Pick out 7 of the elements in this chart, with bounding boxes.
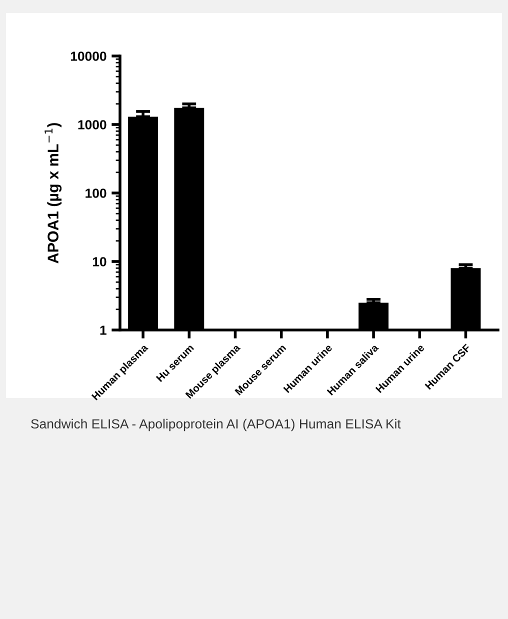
y-tick-label: 10000 — [70, 52, 106, 61]
y-tick-label: 100 — [86, 188, 106, 198]
y-tick-label: 1 — [100, 326, 106, 335]
y-tick-label: 10 — [92, 257, 106, 266]
y-tick-label: 1000 — [78, 120, 106, 130]
y-axis-title: APOA1 (µg x mL$^{−1}$) — [44, 123, 62, 264]
text: Sandwich ELISA - Apolipoprotein AI (APOA1) Human ELISA Kit — [31, 418, 401, 432]
